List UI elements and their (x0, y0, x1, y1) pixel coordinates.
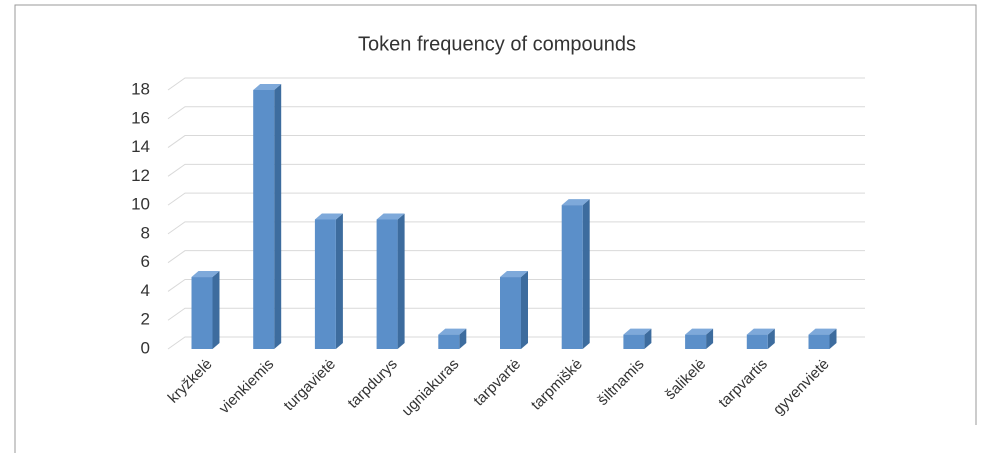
y-tick-label: 2 (141, 310, 150, 329)
x-tick-label: gyvenvietė (770, 356, 833, 419)
x-tick-label: šiltnamis (594, 356, 647, 409)
bar-top (746, 328, 775, 335)
grid-line (167, 278, 865, 292)
y-tick-label: 14 (131, 137, 150, 156)
bar-top (253, 84, 282, 90)
bar-top (623, 328, 652, 335)
x-tick-label: ugniakuras (399, 356, 463, 420)
bar-side (335, 213, 343, 349)
bar (746, 334, 768, 349)
bar-top (500, 271, 528, 278)
bar-side (397, 213, 405, 349)
bar (500, 277, 521, 349)
y-tick-label: 10 (131, 195, 150, 214)
bar-side (521, 271, 528, 349)
bar-top (561, 199, 590, 206)
x-tick-label: tarpvartė (470, 356, 524, 410)
y-tick-label: 0 (141, 338, 150, 357)
bar-top (314, 213, 343, 220)
grid-line (167, 77, 865, 91)
x-tick-label: vienkiemis (216, 356, 278, 418)
bar-top (808, 328, 837, 335)
chart-title: Token frequency of compounds (358, 33, 636, 55)
bar-side (706, 328, 714, 349)
x-tick-label: tarpvartis (715, 356, 771, 412)
grid-line (167, 106, 865, 120)
bar (314, 219, 336, 349)
bar-top (685, 328, 714, 335)
bar-side (582, 199, 590, 349)
bar (808, 334, 830, 349)
y-tick-label: 12 (131, 166, 150, 185)
y-tick-label: 16 (131, 108, 150, 127)
bar-side (212, 271, 220, 349)
grid-line (167, 221, 865, 235)
bar (685, 334, 707, 349)
bar-side (274, 84, 282, 349)
bar-top (376, 213, 405, 220)
y-tick-label: 8 (141, 223, 150, 242)
bar-top (438, 328, 467, 335)
bar (253, 90, 275, 349)
grid-line (167, 307, 865, 321)
grid-line (167, 163, 865, 177)
x-tick-label: tarpmiškė (528, 356, 586, 414)
grid-line (167, 250, 865, 264)
grid-line (167, 135, 865, 148)
x-tick-label: tarpdurys (344, 356, 400, 412)
bar (561, 205, 583, 349)
x-tick-label: kryžkelė (165, 356, 216, 407)
bar-side (459, 328, 467, 349)
x-tick-label: šalikelė (662, 356, 709, 403)
bar-side (829, 328, 837, 349)
y-tick-label: 6 (141, 252, 150, 271)
bar (376, 219, 398, 349)
bar (191, 277, 213, 349)
bar (623, 334, 645, 349)
chart-frame (14, 4, 977, 453)
y-tick-label: 4 (141, 281, 150, 300)
y-tick-label: 18 (131, 79, 150, 98)
grid-line (167, 192, 865, 206)
bar-side (767, 328, 775, 349)
bar-top (191, 271, 220, 278)
bar (438, 334, 460, 349)
x-tick-label: turgavietė (280, 356, 339, 415)
bar-side (644, 328, 652, 349)
